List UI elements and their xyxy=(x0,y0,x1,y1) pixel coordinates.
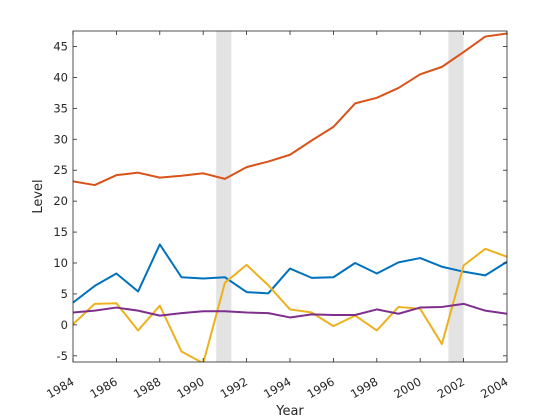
series-line-4 xyxy=(73,302,507,319)
series-line-2 xyxy=(73,32,507,187)
x-tick-label: 1990 xyxy=(174,374,206,401)
x-tick-label: 2004 xyxy=(478,374,510,401)
y-tick-label: 30 xyxy=(53,132,68,146)
axes-box xyxy=(72,30,508,363)
y-tick-label: 0 xyxy=(61,318,68,332)
x-tick-label: 1996 xyxy=(305,374,337,401)
x-tick-label: 1992 xyxy=(218,374,250,401)
x-tick-label: 1986 xyxy=(88,374,120,401)
y-tick-label: 5 xyxy=(61,287,68,301)
series-line-3 xyxy=(73,247,507,362)
series-line-1 xyxy=(73,243,507,304)
x-tick-label: 1984 xyxy=(44,374,76,401)
x-tick-label: 1998 xyxy=(348,374,380,401)
y-tick-label: 10 xyxy=(53,256,68,270)
x-tick-label: 2000 xyxy=(391,374,423,401)
y-tick-label: -5 xyxy=(57,349,68,363)
plot-frame xyxy=(72,30,508,363)
y-tick-label: 25 xyxy=(53,163,68,177)
x-axis-label: Year xyxy=(275,404,304,419)
y-tick-label: 20 xyxy=(53,194,68,208)
y-axis-label: Level xyxy=(31,179,46,213)
y-tick-label: 35 xyxy=(53,101,68,115)
y-tick-label: 45 xyxy=(53,39,68,53)
series-lines xyxy=(73,32,507,362)
x-tick-label: 1988 xyxy=(131,374,163,401)
y-axis-ticks: -5 0 5 10 15 20 25 30 35 40 45 xyxy=(53,39,507,363)
x-tick-label: 1994 xyxy=(261,374,293,401)
x-axis-ticks: 1984 1986 1988 1990 1992 1994 1996 1998 2000 2002… xyxy=(44,31,511,401)
y-tick-label: 40 xyxy=(53,70,68,84)
y-tick-label: 15 xyxy=(53,225,68,239)
x-tick-label: 2002 xyxy=(435,374,467,401)
